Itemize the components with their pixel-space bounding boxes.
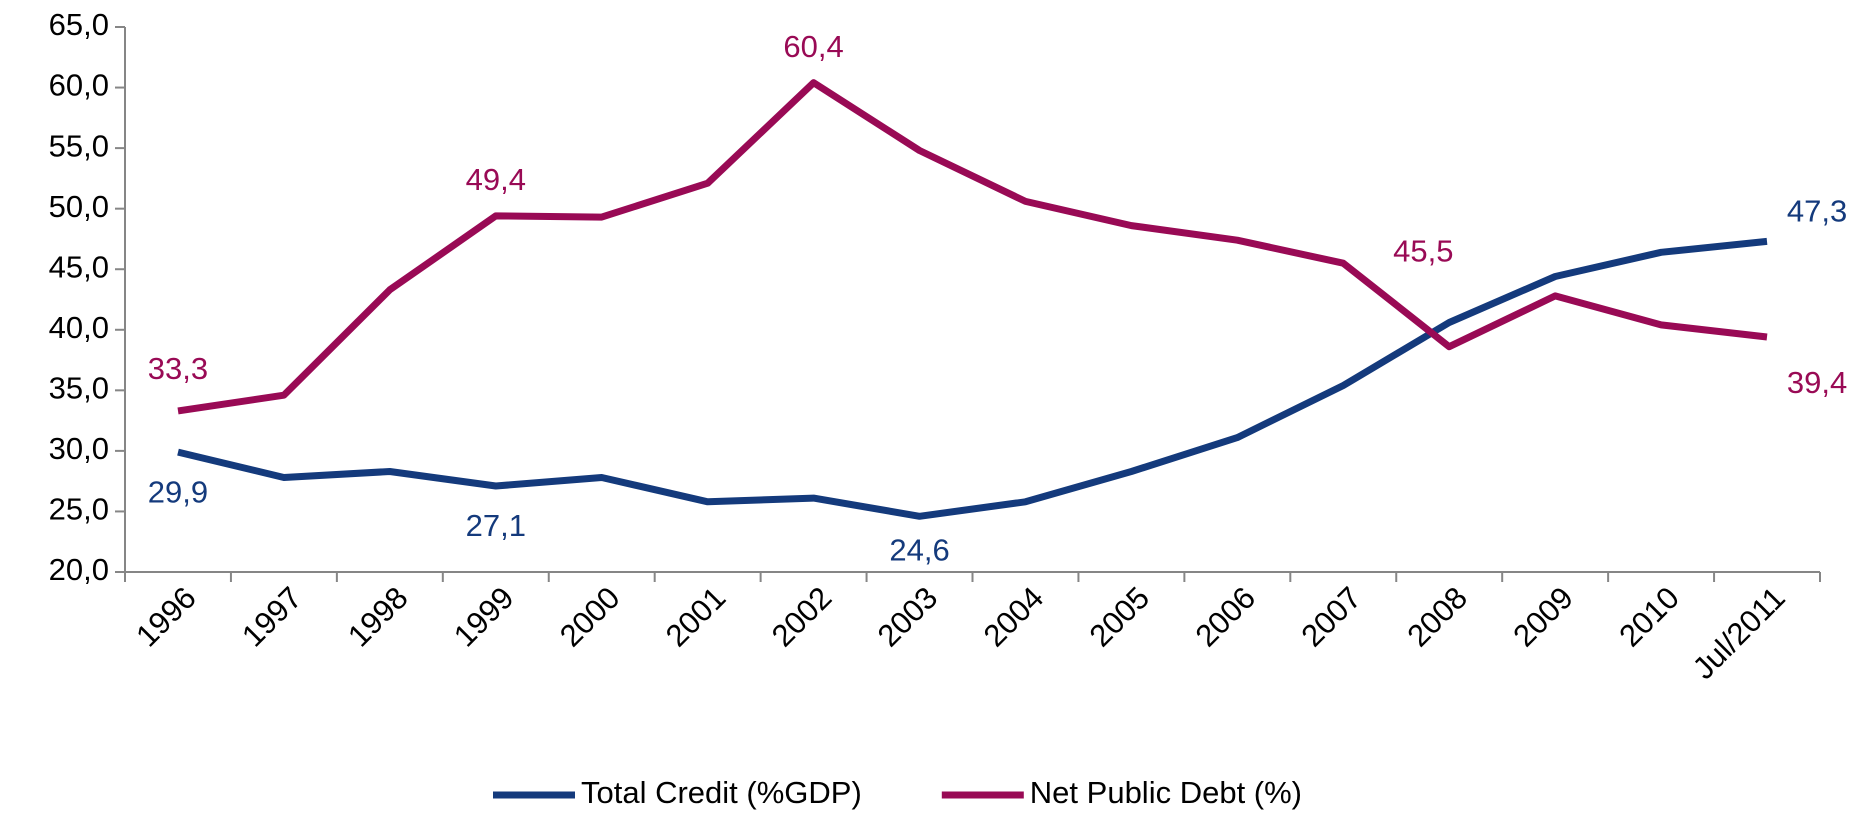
x-tick-label: 1999 xyxy=(447,580,521,654)
data-label: 39,4 xyxy=(1787,365,1847,400)
x-tick-label: 2001 xyxy=(659,580,733,654)
x-tick-label: 2009 xyxy=(1506,580,1580,654)
data-label: 33,3 xyxy=(148,351,208,386)
data-label: 49,4 xyxy=(466,162,526,197)
data-label: 24,6 xyxy=(889,532,949,567)
legend-label: Net Public Debt (%) xyxy=(1030,775,1302,810)
x-tick-label: 2005 xyxy=(1083,580,1157,654)
y-tick-label: 40,0 xyxy=(49,310,109,345)
y-tick-label: 60,0 xyxy=(49,68,109,103)
data-label: 27,1 xyxy=(466,508,526,543)
x-tick-label: 2000 xyxy=(553,580,627,654)
x-tick-label: 2004 xyxy=(977,580,1051,654)
legend-label: Total Credit (%GDP) xyxy=(581,775,862,810)
x-tick-label: Jul/2011 xyxy=(1686,580,1792,686)
y-tick-label: 50,0 xyxy=(49,189,109,224)
x-tick-label: 1996 xyxy=(129,580,203,654)
y-tick-label: 45,0 xyxy=(49,249,109,284)
x-tick-label: 1998 xyxy=(341,580,415,654)
y-tick-label: 30,0 xyxy=(49,431,109,466)
x-tick-label: 1997 xyxy=(235,580,309,654)
data-label: 47,3 xyxy=(1787,194,1847,229)
x-tick-label: 2006 xyxy=(1189,580,1263,654)
y-tick-label: 65,0 xyxy=(49,7,109,42)
data-label: 60,4 xyxy=(783,29,843,64)
data-label: 45,5 xyxy=(1393,233,1453,268)
series-line xyxy=(177,79,1768,415)
series-line xyxy=(177,237,1768,520)
y-tick-label: 55,0 xyxy=(49,128,109,163)
y-tick-label: 35,0 xyxy=(49,371,109,406)
x-tick-label: 2008 xyxy=(1400,580,1474,654)
x-tick-label: 2010 xyxy=(1612,580,1686,654)
data-label: 29,9 xyxy=(148,474,208,509)
y-tick-label: 20,0 xyxy=(49,552,109,587)
y-tick-label: 25,0 xyxy=(49,492,109,527)
x-tick-label: 2007 xyxy=(1295,580,1369,654)
x-tick-label: 2002 xyxy=(765,580,839,654)
x-tick-label: 2003 xyxy=(871,580,945,654)
